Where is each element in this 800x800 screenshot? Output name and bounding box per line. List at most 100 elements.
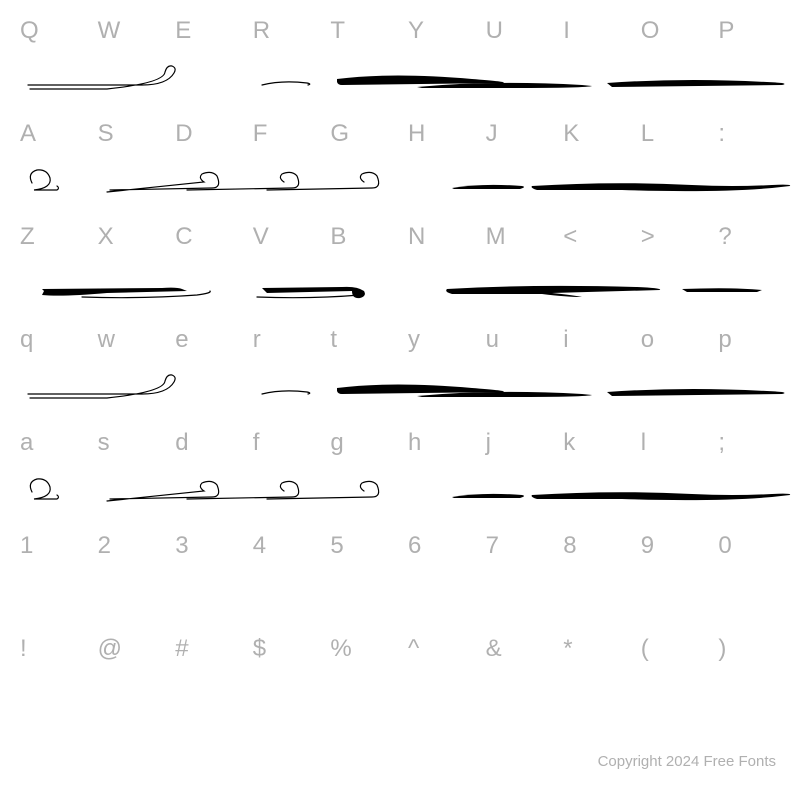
char-label: P — [710, 17, 788, 45]
char-label: N — [400, 223, 478, 251]
swash-glyph — [532, 492, 791, 500]
char-label: G — [322, 120, 400, 148]
char-label: u — [478, 326, 556, 354]
character-map: QWERTYUIOPASDFGHJKL:ZXCVBNM<>?qwertyuiop… — [0, 0, 800, 713]
char-label: E — [167, 17, 245, 45]
swash-glyph — [262, 287, 365, 298]
char-label: V — [245, 223, 323, 251]
char-label: 6 — [400, 532, 478, 560]
char-label: O — [633, 17, 711, 45]
char-label: o — [633, 326, 711, 354]
swash-glyph — [42, 288, 187, 296]
char-label: S — [90, 120, 168, 148]
char-label: A — [12, 120, 90, 148]
char-label: k — [555, 429, 633, 457]
swash-glyph — [262, 82, 310, 85]
swash-glyph — [262, 391, 310, 394]
char-label: > — [633, 223, 711, 251]
swash-glyph — [107, 481, 219, 501]
char-label: s — [90, 429, 168, 457]
char-label: 4 — [245, 532, 323, 560]
char-label: @ — [90, 635, 168, 663]
char-label: K — [555, 120, 633, 148]
glyph-row — [12, 45, 788, 95]
char-label: J — [478, 120, 556, 148]
char-label: 3 — [167, 532, 245, 560]
swash-glyph — [452, 494, 524, 498]
char-label: w — [90, 326, 168, 354]
char-label: X — [90, 223, 168, 251]
char-label: L — [633, 120, 711, 148]
char-label: 0 — [710, 532, 788, 560]
label-row: QWERTYUIOP — [12, 0, 788, 45]
char-label: a — [12, 429, 90, 457]
char-label: h — [400, 429, 478, 457]
char-label: 7 — [478, 532, 556, 560]
char-label: C — [167, 223, 245, 251]
char-label: 1 — [12, 532, 90, 560]
char-label: B — [322, 223, 400, 251]
char-label: q — [12, 326, 90, 354]
char-label: H — [400, 120, 478, 148]
char-label: l — [633, 429, 711, 457]
char-label: M — [478, 223, 556, 251]
glyph-row — [12, 663, 788, 713]
char-label: d — [167, 429, 245, 457]
char-label: # — [167, 635, 245, 663]
char-label: < — [555, 223, 633, 251]
swash-glyph — [257, 295, 360, 298]
char-label: * — [555, 635, 633, 663]
copyright-text: Copyright 2024 Free Fonts — [598, 753, 776, 770]
swash-glyph — [30, 479, 58, 499]
label-row: 1234567890 — [12, 515, 788, 560]
char-label: ; — [710, 429, 788, 457]
char-label: Q — [12, 17, 90, 45]
glyph-row — [12, 560, 788, 610]
label-row: qwertyuiop — [12, 309, 788, 354]
swash-svg — [12, 45, 800, 95]
char-label: R — [245, 17, 323, 45]
char-label: g — [322, 429, 400, 457]
char-label: % — [322, 635, 400, 663]
char-label: j — [478, 429, 556, 457]
char-label: I — [555, 17, 633, 45]
char-label: Z — [12, 223, 90, 251]
char-label: i — [555, 326, 633, 354]
char-label: Y — [400, 17, 478, 45]
char-label: $ — [245, 635, 323, 663]
swash-glyph — [607, 389, 785, 396]
swash-glyph — [30, 170, 58, 190]
label-row: ASDFGHJKL: — [12, 103, 788, 148]
char-label: 2 — [90, 532, 168, 560]
char-label: ^ — [400, 635, 478, 663]
swash-glyph — [28, 375, 175, 398]
char-label: f — [245, 429, 323, 457]
char-label: y — [400, 326, 478, 354]
char-label: T — [322, 17, 400, 45]
char-label: ! — [12, 635, 90, 663]
swash-svg — [12, 148, 800, 198]
char-label: D — [167, 120, 245, 148]
char-label: : — [710, 120, 788, 148]
char-label: e — [167, 326, 245, 354]
char-label: ) — [710, 635, 788, 663]
swash-svg — [12, 457, 800, 507]
char-label: 5 — [322, 532, 400, 560]
swash-svg — [12, 251, 800, 301]
char-label: W — [90, 17, 168, 45]
glyph-row — [12, 354, 788, 404]
char-label: ( — [633, 635, 711, 663]
char-label: t — [322, 326, 400, 354]
char-label: U — [478, 17, 556, 45]
swash-glyph — [532, 183, 791, 191]
label-row: asdfghjkl; — [12, 412, 788, 457]
glyph-row — [12, 251, 788, 301]
char-label: 9 — [633, 532, 711, 560]
char-label: 8 — [555, 532, 633, 560]
swash-svg — [12, 354, 800, 404]
swash-glyph — [452, 185, 524, 189]
swash-glyph — [607, 80, 785, 87]
char-label: & — [478, 635, 556, 663]
glyph-row — [12, 457, 788, 507]
swash-glyph — [446, 286, 660, 297]
